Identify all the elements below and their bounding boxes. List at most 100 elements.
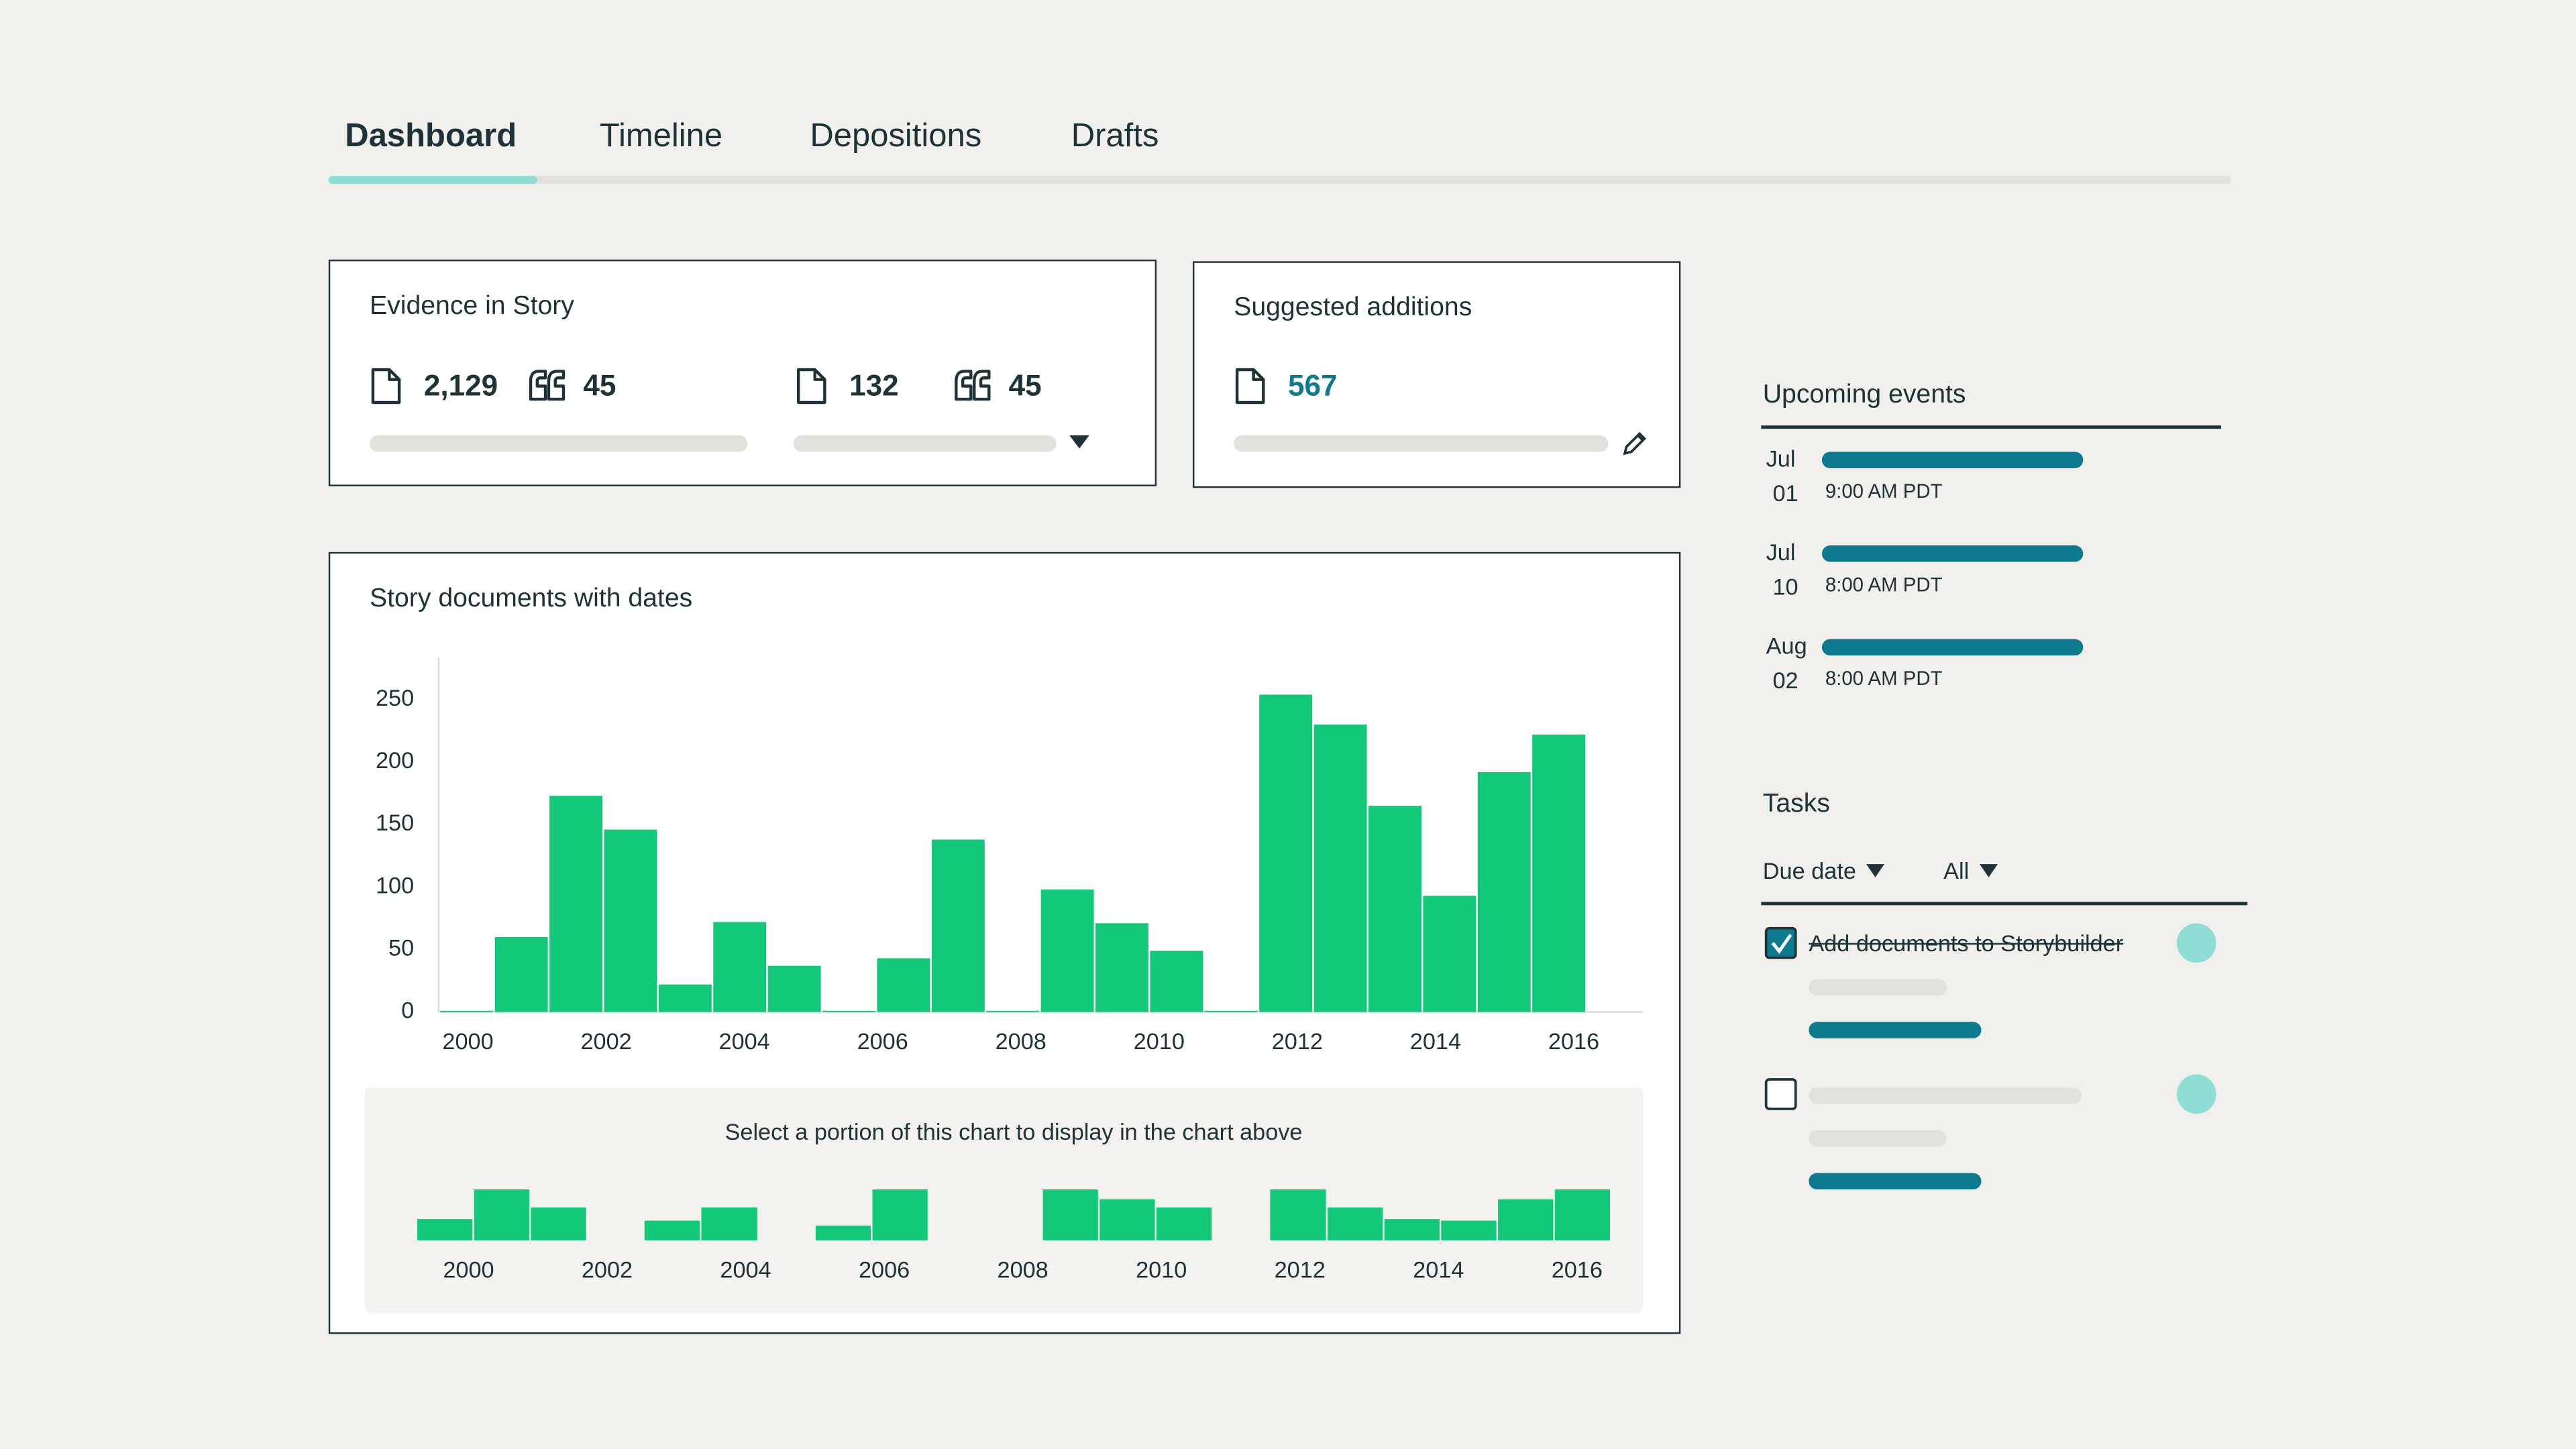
dropdown-arrow: [1980, 864, 1998, 877]
document-icon: [1235, 368, 1265, 405]
chart-title: Select a portion of this chart to displa…: [725, 1120, 1303, 1145]
event-time: 9:00 AM PDT: [1825, 480, 1943, 503]
section-title: Tasks: [1762, 790, 1830, 818]
x-tick-label: 2014: [1413, 1258, 1464, 1283]
chart-title: Story documents with dates: [370, 584, 692, 612]
edit-icon[interactable]: [1621, 431, 1648, 457]
y-tick-label: 200: [376, 748, 414, 773]
task-bar: [1809, 1022, 1982, 1038]
event-day: 10: [1772, 573, 1799, 600]
divider: [1761, 902, 2248, 905]
x-tick-label: 2010: [1136, 1258, 1187, 1283]
dropdown-arrow[interactable]: [1068, 432, 1091, 451]
quote-icon: [955, 370, 973, 401]
tab[interactable]: Dashboard: [345, 118, 517, 155]
y-tick-label: 50: [388, 936, 414, 961]
quote-count: 45: [583, 370, 616, 402]
bar: [1040, 890, 1094, 1012]
tab-indicator: [328, 176, 537, 184]
assignee-avatar: [2176, 1074, 2216, 1114]
bar: [1313, 724, 1367, 1012]
tab[interactable]: Depositions: [810, 118, 982, 155]
suggested-card: Suggested additions: [1192, 261, 1681, 488]
card-title: Evidence in Story: [370, 292, 574, 321]
event-day: 02: [1772, 667, 1799, 694]
bar: [877, 958, 930, 1012]
x-tick-label: 2000: [443, 1258, 494, 1283]
event-month: Jul: [1766, 445, 1796, 472]
bar: [713, 922, 767, 1012]
task-placeholder: [1809, 1087, 2082, 1104]
overview-panel[interactable]: [364, 1087, 1643, 1313]
x-tick-label: 2006: [859, 1258, 910, 1283]
event-bar[interactable]: [1821, 545, 2084, 562]
bar: [1477, 771, 1531, 1012]
y-tick-label: 0: [401, 998, 414, 1024]
bar: [1441, 1220, 1497, 1240]
task-placeholder: [1809, 1130, 1947, 1147]
quote-icon: [973, 370, 991, 401]
filter[interactable]: Due date: [1762, 857, 1856, 884]
bar: [658, 984, 712, 1012]
dropdown-arrow: [1866, 864, 1884, 877]
section-title: Upcoming events: [1762, 381, 1966, 409]
bar: [1368, 806, 1421, 1012]
bar: [1156, 1208, 1212, 1240]
bar: [549, 796, 603, 1012]
x-tick-label: 2008: [998, 1258, 1049, 1283]
x-tick-label: 2016: [1548, 1029, 1599, 1055]
x-tick-label: 2002: [580, 1029, 631, 1055]
quote-icon: [529, 370, 547, 401]
bar: [815, 1225, 871, 1240]
card-title: Suggested additions: [1234, 294, 1472, 323]
bar: [1423, 896, 1477, 1012]
y-tick-label: 150: [376, 810, 414, 836]
bar: [1498, 1199, 1554, 1240]
x-tick-label: 2012: [1272, 1029, 1323, 1055]
checkbox[interactable]: [1764, 1078, 1797, 1110]
event-month: Jul: [1766, 539, 1796, 566]
event-day: 01: [1772, 480, 1799, 506]
event-bar[interactable]: [1821, 639, 2084, 656]
document-count: 132: [849, 370, 899, 402]
bar: [644, 1220, 700, 1240]
x-tick-label: 2004: [720, 1258, 771, 1283]
x-tick-label: 2006: [857, 1029, 908, 1055]
divider: [1761, 425, 2222, 428]
bar: [931, 839, 985, 1012]
bar: [531, 1208, 586, 1240]
event-bar[interactable]: [1821, 451, 2084, 468]
x-tick-label: 2016: [1552, 1258, 1603, 1283]
tab[interactable]: Drafts: [1071, 118, 1159, 155]
x-tick-label: 2014: [1410, 1029, 1461, 1055]
bar: [1259, 694, 1313, 1012]
checkbox[interactable]: [1764, 926, 1797, 959]
bar: [986, 1010, 1040, 1012]
document-count: 2,129: [424, 370, 498, 402]
assignee-avatar: [2176, 923, 2216, 963]
bar: [701, 1208, 757, 1240]
bar: [604, 829, 657, 1012]
suggested-count: 567: [1288, 370, 1338, 402]
bar: [767, 965, 821, 1012]
x-tick-label: 2012: [1275, 1258, 1326, 1283]
y-tick-label: 250: [376, 686, 414, 711]
quote-icon: [547, 370, 566, 401]
filter[interactable]: All: [1943, 857, 1970, 884]
bar: [1099, 1199, 1155, 1240]
bar: [474, 1189, 529, 1240]
tab[interactable]: Timeline: [599, 118, 723, 155]
task-bar: [1809, 1173, 1982, 1190]
event-month: Aug: [1766, 632, 1807, 659]
document-icon: [797, 368, 826, 405]
x-tick-label: 2000: [442, 1029, 493, 1055]
checkmark: [1771, 934, 1792, 955]
bar: [1150, 951, 1203, 1012]
bar: [1204, 1010, 1258, 1012]
bar: [1554, 1189, 1611, 1240]
event-time: 8:00 AM PDT: [1825, 667, 1943, 690]
event-time: 8:00 AM PDT: [1825, 573, 1943, 596]
